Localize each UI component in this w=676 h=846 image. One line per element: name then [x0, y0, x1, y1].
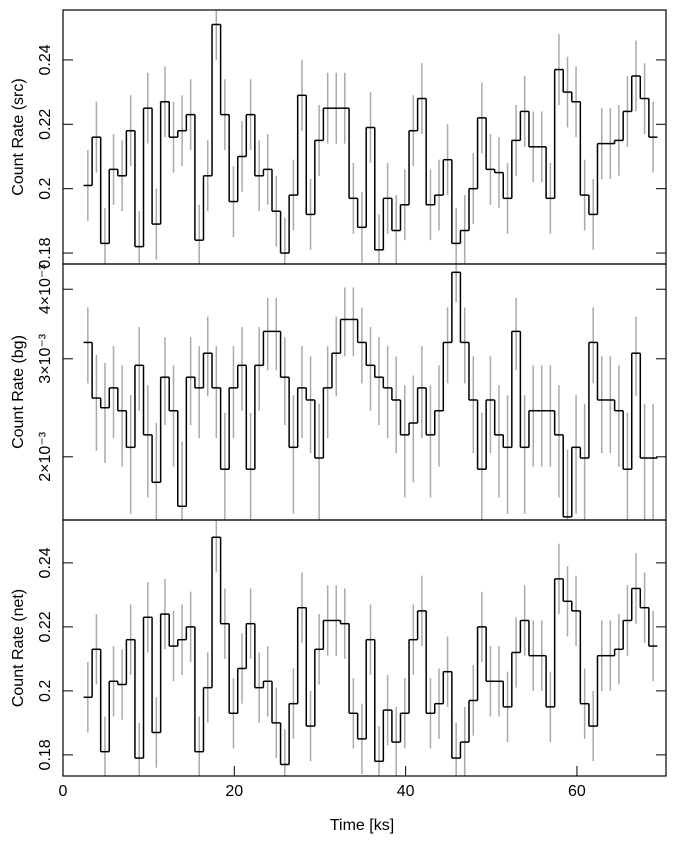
y-tick-label: 0.2	[37, 680, 54, 702]
x-tick-label: 60	[568, 783, 586, 800]
x-axis-label: Time [ks]	[330, 817, 394, 834]
y-tick-label: 0.18	[37, 739, 54, 770]
y-tick-label: 0.22	[37, 109, 54, 140]
panel	[83, 10, 658, 264]
y-tick-label: 4×10⁻³	[37, 264, 54, 314]
y-tick-label: 3×10⁻³	[37, 333, 54, 383]
panel	[83, 264, 658, 520]
y-tick-label: 0.24	[37, 547, 54, 578]
y-axis-label: Count Rate (src)	[10, 78, 27, 195]
panel	[83, 520, 658, 776]
x-tick-label: 0	[59, 783, 68, 800]
x-tick-label: 40	[397, 783, 415, 800]
y-tick-label: 0.18	[37, 237, 54, 268]
y-tick-label: 0.24	[37, 44, 54, 75]
y-tick-label: 0.2	[37, 177, 54, 199]
step-connector	[91, 272, 642, 517]
plot-frame	[62, 519, 667, 777]
y-tick-label: 2×10⁻³	[37, 431, 54, 481]
y-axis-label: Count Rate (net)	[10, 589, 27, 707]
y-axis-label: Count Rate (bg)	[10, 335, 27, 449]
x-tick-label: 20	[225, 783, 243, 800]
y-tick-label: 0.22	[37, 611, 54, 642]
step-connector	[91, 537, 650, 765]
